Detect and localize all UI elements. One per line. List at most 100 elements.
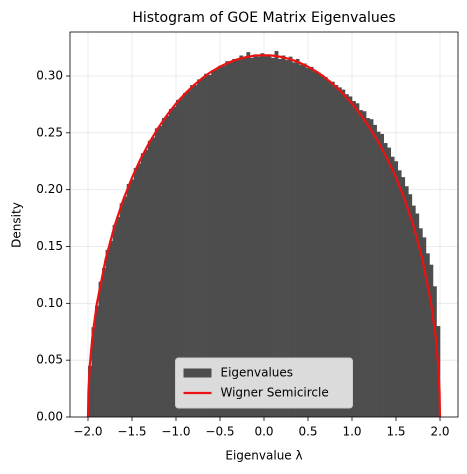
histogram-bar xyxy=(408,194,413,417)
histogram-bar xyxy=(355,103,360,418)
histogram-bar xyxy=(362,111,367,417)
histogram-bar xyxy=(348,96,353,418)
histogram-bar xyxy=(341,89,346,417)
x-tick-label: 2.0 xyxy=(430,425,449,439)
histogram-bar xyxy=(432,286,437,417)
histogram-bar xyxy=(281,55,286,418)
histogram-bar xyxy=(380,133,384,417)
histogram-bar xyxy=(334,85,339,417)
x-tick-label: −1.5 xyxy=(117,425,146,439)
histogram-bar xyxy=(221,65,226,418)
histogram-bar xyxy=(126,183,131,417)
plot-area xyxy=(86,50,442,418)
histogram-bar xyxy=(235,60,240,417)
histogram-bar xyxy=(112,224,117,417)
histogram-bar xyxy=(256,56,261,417)
legend-swatch xyxy=(183,368,212,378)
line-series xyxy=(86,54,442,418)
histogram-bar xyxy=(204,73,208,417)
histogram-bar xyxy=(172,106,177,417)
histogram-bar xyxy=(130,179,135,417)
histogram-bar xyxy=(309,66,314,417)
x-tick-label: −1.0 xyxy=(161,425,190,439)
histogram-bar xyxy=(175,99,180,418)
y-tick-label: 0.20 xyxy=(36,182,63,196)
histogram-bar xyxy=(267,54,272,417)
legend: Eigenvalues Wigner Semicircle xyxy=(175,357,353,409)
histogram-bar xyxy=(225,61,230,418)
histogram-bar xyxy=(214,69,219,418)
histogram-bar xyxy=(288,56,293,417)
histogram-bar xyxy=(376,131,381,417)
histogram-bar xyxy=(249,57,254,417)
histogram-bar xyxy=(285,60,289,417)
chart-title: Histogram of GOE Matrix Eigenvalues xyxy=(132,10,395,26)
x-tick-label: 0.0 xyxy=(254,425,273,439)
legend-label: Wigner Semicircle xyxy=(221,386,329,400)
histogram-bar xyxy=(137,163,142,417)
histogram-bar xyxy=(306,68,311,418)
histogram-bar xyxy=(183,93,187,417)
histogram-bar xyxy=(105,249,110,417)
histogram-bar xyxy=(278,58,282,418)
histogram-bar xyxy=(109,240,113,417)
histogram-bar xyxy=(292,62,296,418)
histogram-bar xyxy=(352,100,356,418)
histogram-bar xyxy=(190,85,194,417)
y-tick-label: 0.30 xyxy=(36,68,63,82)
histogram-bar xyxy=(394,161,399,417)
histogram-bar xyxy=(158,126,163,418)
histogram-bar xyxy=(425,253,430,417)
histogram-bar xyxy=(295,58,300,418)
histogram-bar xyxy=(95,305,99,417)
histogram-bar xyxy=(98,281,103,417)
histogram-bar xyxy=(168,108,173,417)
histogram-bar xyxy=(140,153,145,417)
histogram-bar xyxy=(373,124,377,417)
legend-label: Eigenvalues xyxy=(221,366,294,380)
histogram-bar xyxy=(404,186,409,417)
histogram-bar xyxy=(313,71,318,418)
x-tick-label: 0.5 xyxy=(298,425,317,439)
histogram-bar xyxy=(299,64,304,418)
histogram-bar xyxy=(271,57,275,417)
histogram-bar xyxy=(123,196,128,417)
axes-frame xyxy=(69,31,459,418)
histogram-bar xyxy=(344,94,349,418)
histogram-bar xyxy=(274,50,279,417)
histogram-bar xyxy=(330,81,335,417)
histogram-bar xyxy=(323,77,328,417)
x-axis-label: Eigenvalue λ xyxy=(225,449,302,463)
y-tick-label: 0.15 xyxy=(36,239,63,253)
histogram-bar xyxy=(390,156,395,417)
histogram-bar xyxy=(228,62,233,418)
histogram-bar xyxy=(242,57,247,417)
histogram-bar xyxy=(253,54,258,417)
histogram-bar xyxy=(197,79,201,417)
histogram-bar xyxy=(397,170,402,417)
histogram-bar xyxy=(87,365,92,417)
histogram-bar xyxy=(320,74,325,417)
y-tick-label: 0.10 xyxy=(36,296,63,310)
histogram-bar xyxy=(369,119,374,418)
histogram-bar xyxy=(387,147,392,418)
histogram-bar xyxy=(337,87,342,418)
histogram-bar xyxy=(179,97,184,418)
histogram-bar xyxy=(359,110,363,417)
x-tick-label: −0.5 xyxy=(205,425,234,439)
histogram-bar xyxy=(200,78,205,417)
y-tick-label: 0.00 xyxy=(36,410,63,424)
histogram-bar xyxy=(415,213,420,417)
histogram-bar xyxy=(366,118,370,417)
histogram-bar xyxy=(133,168,138,417)
histogram-bar xyxy=(91,327,96,417)
histogram-bar xyxy=(418,228,423,417)
histogram-bar xyxy=(316,72,321,417)
y-axis-label: Density xyxy=(10,202,24,248)
histogram-bar xyxy=(401,177,406,417)
histogram-bar xyxy=(218,65,223,418)
histogram-bar xyxy=(411,205,416,417)
histogram-bar xyxy=(327,80,332,418)
x-tick-label: 1.5 xyxy=(386,425,405,439)
y-tick-label: 0.05 xyxy=(36,353,63,367)
